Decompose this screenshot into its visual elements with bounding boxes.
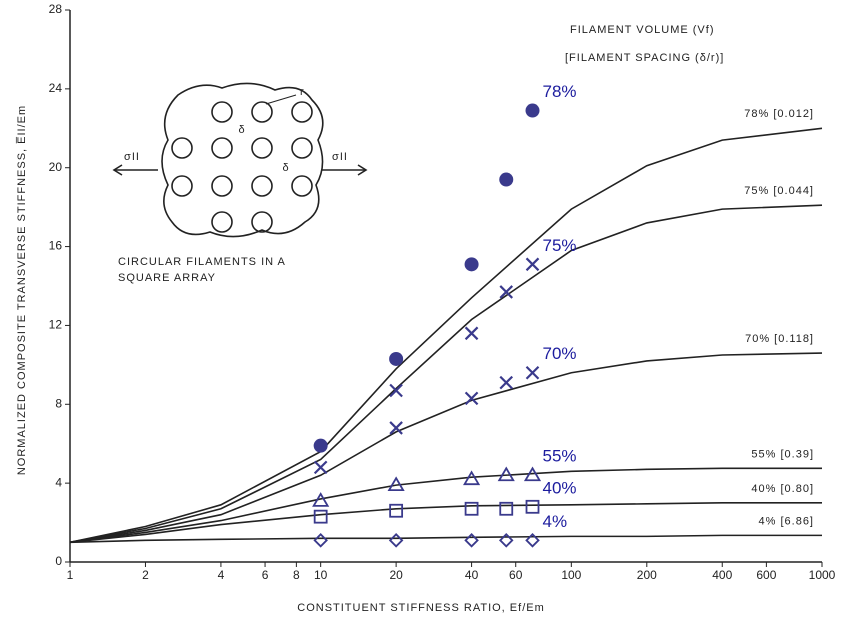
point	[389, 503, 404, 518]
point	[498, 533, 514, 548]
y-tick-label: 12	[49, 318, 63, 332]
curve	[69, 534, 822, 544]
inset-sigma: σII	[124, 151, 140, 163]
inset-r: r	[300, 86, 305, 98]
point	[313, 533, 328, 548]
y-tick-label: 4	[55, 475, 62, 489]
y-tick-label: 24	[49, 81, 63, 95]
point	[313, 460, 328, 475]
point	[499, 375, 514, 390]
legend-title: FILAMENT VOLUME (Vf)	[570, 24, 714, 36]
y-tick-label: 16	[49, 239, 63, 253]
x-axis-title: CONSTITUENT STIFFNESS RATIO, Ef/Em	[297, 602, 545, 614]
y-tick-label: 0	[55, 554, 62, 568]
x-tick-label: 600	[756, 568, 776, 582]
x-tick-label: 60	[509, 568, 523, 582]
point-label: 4%	[543, 512, 568, 531]
y-tick-label: 28	[49, 2, 63, 16]
y-tick-label: 8	[55, 396, 62, 410]
curve	[69, 352, 823, 544]
inset-delta: δ	[282, 162, 289, 174]
point	[389, 421, 403, 435]
point	[389, 383, 403, 398]
x-tick-label: 100	[561, 568, 581, 582]
curve	[69, 502, 822, 544]
y-tick-label: 20	[49, 160, 63, 174]
y-axis-title: NORMALIZED COMPOSITE TRANSVERSE STIFFNES…	[16, 105, 28, 475]
point	[525, 533, 540, 548]
point	[464, 326, 479, 341]
point	[464, 257, 479, 272]
inset-caption: SQUARE ARRAY	[118, 272, 216, 284]
point	[525, 499, 540, 514]
x-tick-label: 400	[712, 568, 732, 582]
x-tick-label: 4	[218, 568, 225, 582]
curve	[69, 204, 823, 544]
point	[312, 492, 330, 507]
point	[499, 285, 514, 299]
inset-diagram	[112, 82, 368, 238]
point-label: 75%	[543, 236, 577, 255]
x-tick-label: 8	[293, 568, 300, 582]
point	[464, 501, 479, 516]
point-label: 55%	[543, 447, 577, 466]
point-label: 78%	[543, 82, 577, 101]
point	[499, 501, 514, 516]
point	[525, 103, 540, 118]
point	[313, 509, 328, 524]
point	[463, 470, 481, 486]
x-tick-label: 1000	[809, 568, 836, 582]
curve-label: 40% [0.80]	[751, 483, 814, 495]
x-tick-label: 40	[465, 568, 479, 582]
legend-subtitle: [FILAMENT SPACING (δ/r)]	[565, 52, 724, 64]
curve	[69, 127, 823, 544]
curve-label: 55% [0.39]	[751, 448, 814, 460]
point-label: 70%	[543, 344, 577, 363]
point	[389, 351, 404, 366]
curve-label: 75% [0.044]	[744, 185, 814, 197]
curve-label: 78% [0.012]	[744, 108, 814, 120]
point	[464, 391, 479, 406]
curve-label: 70% [0.118]	[745, 333, 814, 345]
point	[387, 476, 405, 492]
point	[525, 257, 540, 272]
x-tick-label: 1	[67, 568, 74, 582]
point	[523, 466, 542, 482]
point	[525, 365, 540, 380]
x-tick-label: 6	[262, 568, 269, 582]
point	[313, 438, 328, 453]
inset-delta: δ	[238, 124, 245, 136]
point-label: 40%	[543, 478, 577, 497]
point	[464, 533, 479, 548]
curve	[69, 467, 822, 544]
curve-label: 4% [6.86]	[759, 515, 814, 527]
inset-sigma: σII	[332, 151, 348, 163]
x-tick-label: 200	[637, 568, 657, 582]
point	[388, 533, 404, 548]
x-tick-label: 10	[314, 568, 328, 582]
point	[499, 172, 514, 187]
x-tick-label: 20	[389, 568, 403, 582]
point	[497, 466, 515, 482]
inset-caption: CIRCULAR FILAMENTS IN A	[118, 256, 286, 268]
x-tick-label: 2	[142, 568, 149, 582]
